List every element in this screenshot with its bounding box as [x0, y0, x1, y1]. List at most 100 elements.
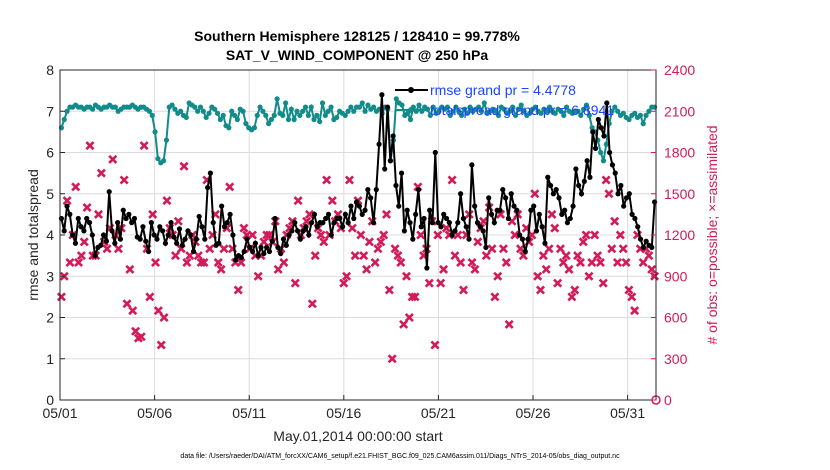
series-point: [521, 108, 527, 114]
series-point: [469, 162, 475, 168]
obs-count-marker: [259, 237, 269, 247]
series-point: [365, 102, 371, 108]
series-point: [61, 116, 67, 123]
x-tick-label: 05/11: [232, 405, 266, 421]
y-axis-right-label: # of obs: o=possible; ×=assimilated: [704, 125, 720, 344]
series-point: [430, 104, 436, 110]
series-point: [547, 182, 554, 189]
obs-count-marker: [487, 244, 497, 254]
obs-count-marker: [76, 251, 86, 261]
series-point: [495, 112, 502, 118]
series-point: [542, 240, 548, 246]
series-point: [283, 100, 289, 106]
obs-count-marker: [538, 251, 548, 261]
series-point: [300, 228, 306, 234]
obs-count-marker: [364, 237, 374, 247]
obs-count-marker: [156, 340, 166, 350]
totalspread-series: [58, 96, 658, 166]
obs-count-marker: [447, 175, 457, 185]
obs-count-marker: [159, 312, 169, 323]
series-point: [359, 211, 365, 217]
obs-count-marker: [233, 285, 243, 295]
obs-count-marker: [302, 216, 312, 226]
obs-count-marker: [373, 244, 383, 254]
series-point: [446, 220, 452, 226]
y-axis-left: 0 1 2 3 4 5 6 7 8: [46, 62, 65, 408]
y-right-tick-label: 1200: [664, 227, 695, 243]
series-point: [609, 162, 616, 168]
obs-count-marker: [179, 161, 189, 171]
series-point: [178, 108, 184, 114]
series-point: [368, 195, 374, 201]
series-point: [533, 228, 540, 234]
obs-count-marker: [473, 237, 483, 247]
obs-count-marker: [598, 278, 608, 288]
series-point: [272, 215, 278, 222]
series-point: [163, 137, 170, 143]
series-point: [64, 203, 70, 209]
series-point: [481, 100, 487, 106]
obs-count-marker: [322, 175, 332, 185]
obs-count-marker: [182, 257, 192, 268]
series-point: [450, 108, 456, 114]
series-point: [518, 102, 524, 108]
series-point: [435, 220, 441, 226]
series-point: [493, 108, 499, 114]
obs-count-marker: [362, 264, 372, 274]
series-point: [562, 207, 568, 213]
series-point: [601, 133, 607, 139]
obs-count-marker: [561, 251, 571, 261]
y-left-tick-label: 3: [46, 268, 54, 284]
series-point: [371, 104, 377, 110]
series-point: [539, 224, 545, 230]
obs-count-marker: [607, 244, 617, 254]
series-point: [342, 112, 348, 118]
series-point: [632, 215, 638, 222]
obs-count-marker: [93, 209, 104, 219]
series-point: [584, 158, 590, 164]
series-point: [221, 224, 228, 230]
series-point: [78, 224, 84, 230]
series-point: [123, 215, 129, 222]
series-point: [607, 149, 613, 156]
series-point: [615, 191, 621, 197]
obs-count-marker: [162, 196, 172, 206]
obs-count-marker: [553, 278, 563, 288]
obs-count-marker: [359, 251, 369, 261]
series-point: [486, 195, 492, 201]
obs-count-marker: [439, 264, 449, 274]
series-point: [517, 232, 523, 238]
obs-count-marker: [96, 168, 106, 178]
series-point: [456, 108, 462, 114]
series-point: [165, 232, 171, 238]
series-point: [461, 106, 468, 112]
obs-count-marker: [384, 285, 394, 295]
series-point: [328, 232, 334, 238]
obs-count-marker: [570, 285, 580, 295]
series-point: [552, 110, 558, 116]
series-point: [216, 240, 222, 246]
series-point: [148, 220, 154, 226]
series-point: [545, 174, 551, 180]
series-point: [384, 104, 391, 110]
series-point: [204, 184, 211, 191]
obs-count-marker: [128, 306, 138, 316]
obs-count-marker: [467, 257, 477, 268]
series-point: [140, 224, 146, 230]
obs-count-marker: [393, 251, 403, 261]
series-point: [131, 215, 138, 222]
x-tick-label: 05/21: [421, 405, 456, 421]
series-point: [488, 211, 495, 217]
series-point: [505, 215, 512, 222]
series-point: [393, 182, 399, 189]
series-point: [226, 125, 232, 131]
obs-count-marker: [327, 196, 337, 206]
x-tick-label: 05/16: [326, 405, 361, 421]
series-point: [483, 244, 489, 250]
series-point: [70, 232, 76, 238]
y-left-tick-label: 4: [46, 227, 54, 243]
obs-count-marker: [590, 230, 600, 240]
series-point: [254, 112, 260, 118]
series-point: [264, 244, 270, 250]
series-point: [416, 102, 422, 108]
